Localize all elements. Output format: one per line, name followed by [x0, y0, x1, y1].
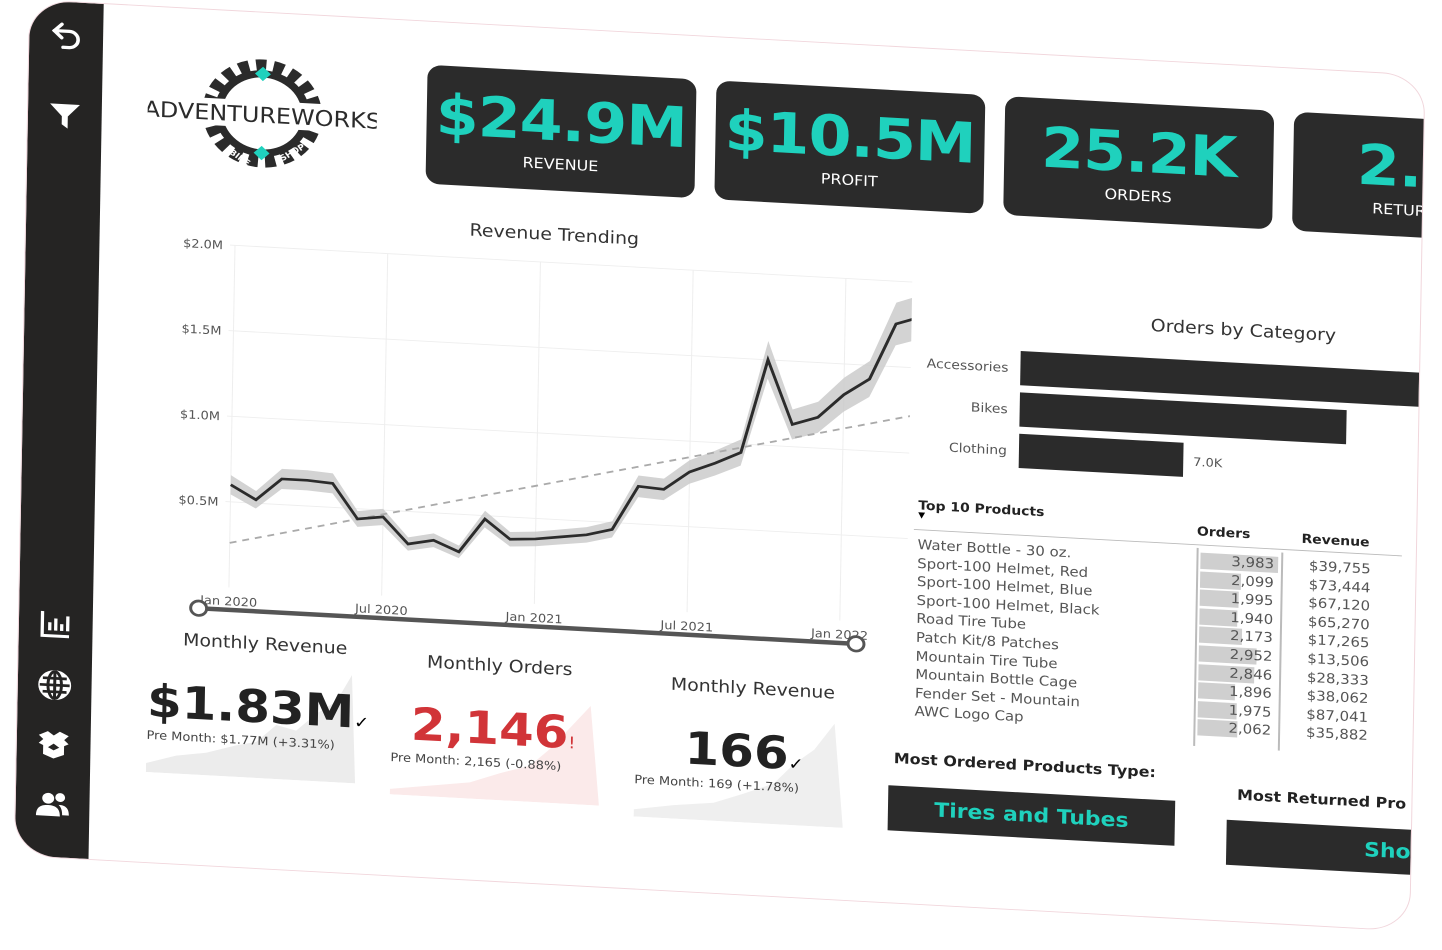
card-value: 166 — [684, 721, 790, 780]
revenue-column-header[interactable]: Revenue — [1301, 531, 1370, 551]
top-10-products-table: Top 10 Products ▼ Orders Revenue Water B… — [898, 498, 1402, 751]
most-returned-label: Most Returned Pro — [1236, 786, 1407, 813]
revenue-value: $13,506 — [1307, 650, 1370, 670]
most-ordered-label: Most Ordered Products Type: — [893, 749, 1156, 781]
revenue-value: $39,755 — [1308, 557, 1371, 578]
bar-chart-icon[interactable] — [37, 606, 75, 642]
category-data-label: 7.0K — [1193, 455, 1223, 471]
category-label: Bikes — [970, 400, 1008, 417]
category-label: Clothing — [948, 440, 1008, 459]
monthly-returns-card[interactable]: Monthly Revenue 166✓ Pre Month: 169 (+1.… — [633, 672, 855, 828]
most-ordered-value-button[interactable]: Tires and Tubes — [887, 785, 1176, 846]
orders-by-category-title: Orders by Category — [1150, 315, 1337, 346]
revenue-value: $35,882 — [1305, 724, 1368, 745]
kpi-revenue-card[interactable]: $24.9M REVENUE — [425, 64, 697, 199]
date-slider-start-handle[interactable] — [189, 599, 209, 617]
card-title: Monthly Revenue — [670, 674, 836, 704]
users-icon[interactable] — [33, 786, 71, 822]
revenue-value: $87,041 — [1306, 705, 1369, 726]
card-value: 2,146 — [410, 698, 569, 759]
x-gridline — [533, 261, 541, 604]
monthly-orders-card[interactable]: Monthly Orders 2,146! Pre Month: 2,165 (… — [389, 650, 611, 806]
back-icon[interactable] — [47, 17, 85, 53]
card-value: $1.83M — [146, 674, 355, 739]
date-slider-track[interactable] — [198, 605, 857, 647]
most-returned-value-button[interactable]: Sho — [1225, 819, 1411, 875]
revenue-value: $17,265 — [1307, 631, 1370, 652]
filter-icon[interactable] — [46, 98, 84, 134]
x-gridline — [839, 278, 847, 621]
monthly-revenue-card[interactable]: Monthly Revenue $1.83M✓ Pre Month: $1.77… — [145, 628, 370, 784]
y-gridline — [228, 330, 913, 369]
trend-line — [229, 413, 913, 544]
x-tick-label: Jul 2021 — [659, 618, 713, 634]
card-title: Monthly Orders — [426, 652, 573, 680]
sparkline-area — [145, 675, 356, 784]
card-title: Monthly Revenue — [182, 629, 348, 659]
category-bar[interactable] — [1018, 433, 1184, 477]
globe-icon[interactable] — [35, 667, 73, 703]
kpi-profit-card[interactable]: $10.5M PROFIT — [714, 80, 986, 214]
kpi-value: $10.5M — [724, 97, 977, 177]
x-gridline — [686, 270, 694, 613]
revenue-value: $67,120 — [1308, 594, 1371, 615]
y-gridline — [226, 415, 913, 455]
y-tick-label: $2.0M — [183, 237, 223, 252]
adventureworks-logo: ADVENTUREWORKS BIKE SHOP — [142, 33, 383, 189]
orders-column-header[interactable]: Orders — [1196, 524, 1251, 542]
y-tick-label: $0.5M — [178, 493, 218, 508]
y-tick-label: $1.0M — [180, 408, 220, 423]
kpi-value: $24.9M — [435, 81, 688, 161]
revenue-value: $65,270 — [1307, 613, 1370, 633]
check-icon: ✓ — [353, 713, 370, 733]
kpi-value: 25.2K — [1040, 114, 1238, 191]
x-gridline — [381, 253, 389, 596]
kpi-label: RETUR — [1372, 199, 1425, 220]
kpi-returns-card[interactable]: 2.2 RETUR — [1292, 111, 1425, 245]
y-gridline — [225, 501, 913, 540]
date-slider-end-handle[interactable] — [846, 635, 866, 653]
dashboard-frame: ADVENTUREWORKS BIKE SHOP $24.9M REVENUE … — [14, 0, 1425, 931]
sparkline-area — [633, 723, 843, 828]
sort-caret-icon[interactable]: ▼ — [918, 511, 926, 521]
gear-logo-icon: ADVENTUREWORKS BIKE SHOP — [142, 59, 383, 169]
kpi-value: 2.2 — [1356, 131, 1425, 203]
top10-title: Top 10 Products — [918, 498, 1045, 520]
kpi-orders-card[interactable]: 25.2K ORDERS — [1003, 96, 1275, 230]
y-tick-label: $1.5M — [181, 322, 221, 337]
box-icon[interactable] — [34, 725, 72, 761]
sidebar — [14, 0, 104, 859]
column-divider — [1277, 552, 1284, 751]
x-tick-label: Jan 2020 — [199, 593, 257, 609]
x-tick-label: Jan 2021 — [504, 610, 562, 626]
revenue-trend-chart[interactable]: $2.0M $1.5M $1.0M $0.5M Jan 2020 Jul 2020 Jan… — [129, 222, 913, 660]
product-name[interactable]: AWC Logo Cap — [914, 703, 1024, 726]
check-icon: ✓ — [788, 754, 804, 775]
category-label: Accessories — [926, 356, 1009, 376]
x-tick-label: Jul 2020 — [354, 602, 408, 618]
x-gridline — [228, 245, 236, 588]
sparkline-area — [389, 706, 599, 806]
revenue-value: $28,333 — [1306, 668, 1369, 689]
revenue-series-line — [229, 315, 913, 554]
y-gridline — [230, 244, 913, 284]
revenue-value: $73,444 — [1308, 576, 1371, 596]
alert-icon: ! — [568, 733, 576, 753]
revenue-value: $38,062 — [1306, 687, 1369, 707]
